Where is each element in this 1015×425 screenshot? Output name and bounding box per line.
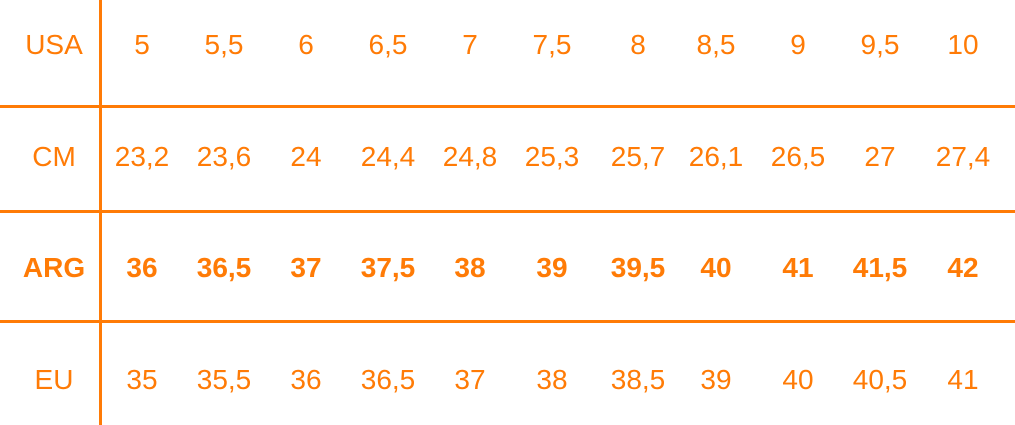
row-divider xyxy=(0,210,1015,213)
size-cell: 6 xyxy=(298,29,314,60)
size-cell: 26,5 xyxy=(770,141,826,172)
row-label-cm: CM xyxy=(32,141,76,172)
size-cell: 23,6 xyxy=(196,141,252,172)
size-cell: 40 xyxy=(700,252,732,283)
size-cell: 24,4 xyxy=(360,141,416,172)
row-label-eu: EU xyxy=(34,364,74,395)
size-cell: 39 xyxy=(536,252,568,283)
size-cell: 37 xyxy=(290,252,322,283)
size-cell: 10 xyxy=(947,29,979,60)
size-cell: 7 xyxy=(462,29,478,60)
size-cell: 39 xyxy=(700,364,732,395)
size-cell: 7,5 xyxy=(532,29,572,60)
row-divider xyxy=(0,320,1015,323)
size-cell: 27,4 xyxy=(935,141,991,172)
size-cell: 26,1 xyxy=(688,141,744,172)
row-divider xyxy=(0,105,1015,108)
size-cell: 36,5 xyxy=(196,252,252,283)
size-cell: 25,7 xyxy=(610,141,666,172)
size-cell: 24 xyxy=(290,141,322,172)
size-cell: 41 xyxy=(782,252,814,283)
size-cell: 38,5 xyxy=(610,364,666,395)
size-cell: 40 xyxy=(782,364,814,395)
size-cell: 5,5 xyxy=(204,29,244,60)
size-cell: 36,5 xyxy=(360,364,416,395)
size-cell: 36 xyxy=(126,252,158,283)
size-cell: 38 xyxy=(536,364,568,395)
size-cell: 9 xyxy=(790,29,806,60)
size-cell: 35,5 xyxy=(196,364,252,395)
size-cell: 5 xyxy=(134,29,150,60)
size-cell: 38 xyxy=(454,252,486,283)
size-cell: 35 xyxy=(126,364,158,395)
size-cell: 8 xyxy=(630,29,646,60)
size-cell: 41,5 xyxy=(852,252,908,283)
size-cell: 36 xyxy=(290,364,322,395)
row-label-usa: USA xyxy=(25,29,83,60)
size-cell: 8,5 xyxy=(696,29,736,60)
size-cell: 25,3 xyxy=(524,141,580,172)
size-cell: 23,2 xyxy=(114,141,170,172)
size-cell: 41 xyxy=(947,364,979,395)
row-label-arg: ARG xyxy=(22,252,86,283)
size-cell: 42 xyxy=(947,252,979,283)
size-cell: 37,5 xyxy=(360,252,416,283)
size-cell: 39,5 xyxy=(610,252,666,283)
size-cell: 24,8 xyxy=(442,141,498,172)
size-cell: 40,5 xyxy=(852,364,908,395)
size-cell: 27 xyxy=(864,141,896,172)
size-cell: 6,5 xyxy=(368,29,408,60)
size-cell: 37 xyxy=(454,364,486,395)
size-cell: 9,5 xyxy=(860,29,900,60)
